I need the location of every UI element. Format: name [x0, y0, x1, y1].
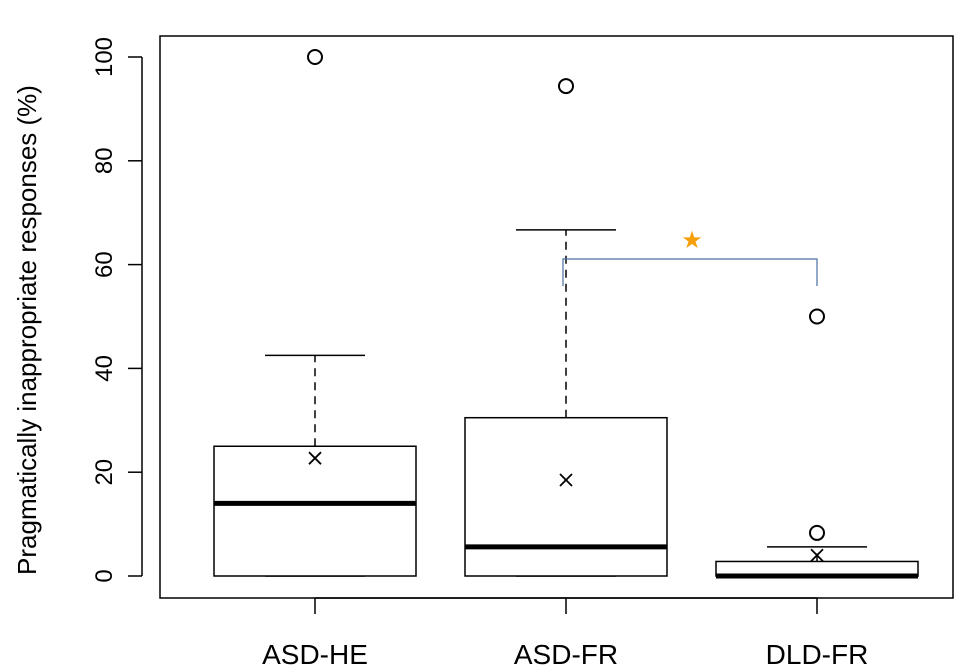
- box-asd-he: [213, 49, 417, 577]
- outlier-point: [809, 524, 825, 541]
- y-tick-label: 0: [91, 569, 118, 582]
- y-tick-label: 80: [91, 147, 118, 174]
- y-tick-label: 20: [91, 459, 118, 486]
- significance-bracket: [562, 258, 818, 286]
- x-axis: ASD-HE ASD-FR DLD-FR: [262, 597, 869, 668]
- mean-marker: [308, 451, 322, 465]
- box-rect: [213, 445, 417, 577]
- significance-annotation: ★: [562, 227, 818, 286]
- y-axis-title: Pragmatically inappropriate responses (%…: [12, 85, 42, 575]
- box-rect: [464, 416, 668, 577]
- x-tick-label: DLD-FR: [766, 639, 869, 668]
- y-tick-label: 40: [91, 355, 118, 382]
- mean-marker: [810, 548, 824, 562]
- x-tick-label: ASD-FR: [514, 639, 618, 668]
- mean-marker: [559, 473, 573, 487]
- outlier-point: [307, 49, 323, 65]
- outlier-point: [558, 78, 574, 95]
- x-tick-label: ASD-HE: [262, 639, 368, 668]
- significance-star: ★: [681, 227, 703, 254]
- y-axis: 0 20 40 60 80 100: [91, 37, 143, 583]
- box-dld-fr: [715, 308, 919, 579]
- y-tick-label: 60: [91, 251, 118, 278]
- outlier-point: [809, 308, 825, 325]
- box-asd-fr: [464, 78, 668, 577]
- y-tick-label: 100: [91, 37, 118, 77]
- boxes: [213, 49, 919, 579]
